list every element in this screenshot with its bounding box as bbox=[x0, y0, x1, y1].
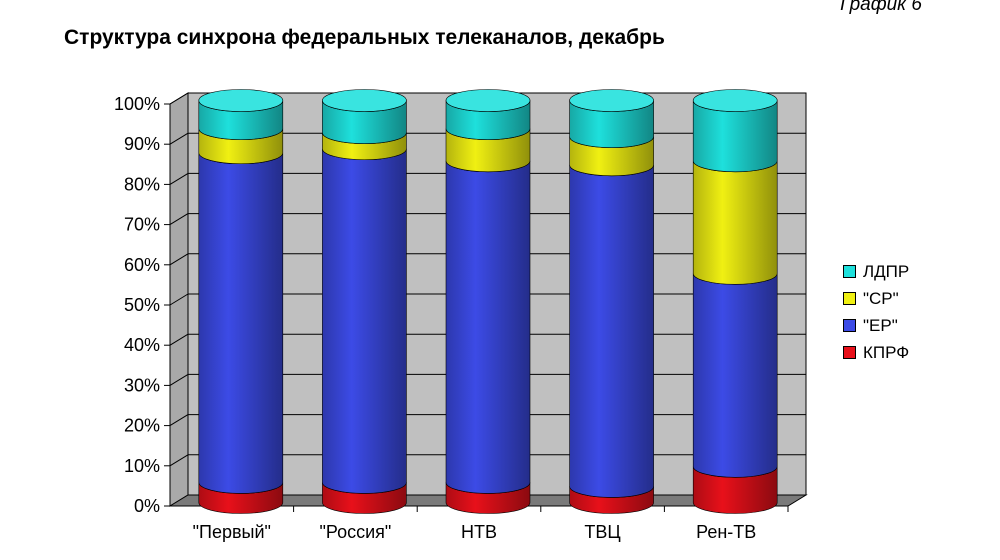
x-tick-label: ТВЦ bbox=[584, 522, 620, 542]
legend-label: ЛДПР bbox=[863, 261, 910, 281]
bar-top-cap bbox=[692, 89, 778, 112]
y-tick-label: 40% bbox=[124, 335, 160, 355]
x-axis-labels: "Первый" "Россия" НТВ ТВЦ Рен-ТВ bbox=[193, 506, 789, 542]
bar-top-cap bbox=[322, 89, 407, 112]
legend-swatch bbox=[843, 346, 856, 359]
bar-stack bbox=[569, 89, 654, 514]
gridline bbox=[169, 213, 189, 226]
y-tick-label: 10% bbox=[124, 456, 160, 476]
gridline bbox=[169, 293, 189, 306]
y-tick-label: 30% bbox=[124, 375, 160, 395]
gridline bbox=[169, 92, 189, 105]
y-tick-label: 20% bbox=[124, 416, 160, 436]
y-tick-label: 60% bbox=[124, 255, 160, 275]
bar-stack bbox=[445, 89, 531, 514]
x-tick-label: "Россия" bbox=[319, 522, 391, 542]
chart-legend: ЛДПР "СР" "ЕР" КПРФ bbox=[843, 258, 909, 366]
bar-top-cap bbox=[569, 89, 654, 112]
gridline bbox=[169, 414, 189, 427]
bar-top-cap bbox=[445, 89, 531, 112]
chart-title: Структура синхрона федеральных телеканал… bbox=[64, 26, 665, 49]
legend-item-kprf: КПРФ bbox=[843, 339, 909, 366]
figure-caption: График 6 bbox=[840, 0, 922, 15]
bar-stack bbox=[692, 89, 778, 514]
bar-segment-ер bbox=[569, 164, 654, 498]
legend-label: КПРФ bbox=[863, 342, 910, 362]
legend-label: "СР" bbox=[863, 288, 899, 308]
y-tick-label: 0% bbox=[134, 496, 160, 516]
gridline bbox=[169, 333, 189, 346]
x-tick-label: НТВ bbox=[461, 522, 497, 542]
y-tick-label: 90% bbox=[124, 134, 160, 154]
gridline bbox=[169, 132, 189, 145]
gridline bbox=[169, 373, 189, 386]
y-tick-label: 70% bbox=[124, 215, 160, 235]
gridline bbox=[169, 253, 189, 266]
bar-segment-ер bbox=[692, 273, 778, 478]
x-tick-label: Рен-ТВ bbox=[696, 522, 756, 542]
bar-segment-ер bbox=[445, 160, 531, 494]
bar-top-cap bbox=[198, 89, 284, 112]
legend-item-ldpr: ЛДПР bbox=[843, 258, 909, 285]
bar-segment-ср bbox=[692, 160, 778, 285]
legend-swatch bbox=[843, 319, 856, 332]
y-tick-label: 100% bbox=[114, 94, 160, 114]
gridline bbox=[169, 172, 189, 185]
bar-stack bbox=[322, 89, 407, 514]
legend-swatch bbox=[843, 265, 856, 278]
bar-stack bbox=[198, 89, 284, 514]
bar-segment-ер bbox=[322, 148, 407, 494]
legend-item-sr: "СР" bbox=[843, 285, 909, 312]
gridline bbox=[169, 454, 189, 467]
legend-label: "ЕР" bbox=[863, 315, 898, 335]
bar-segment-ер bbox=[198, 152, 284, 494]
legend-item-er: "ЕР" bbox=[843, 312, 909, 339]
y-tick-label: 80% bbox=[124, 174, 160, 194]
y-tick-label: 50% bbox=[124, 295, 160, 315]
y-axis: 0% 10% 20% 30% 40% 50% 60% 70% 80% 90% 100% bbox=[114, 94, 788, 516]
x-tick-label: "Первый" bbox=[193, 522, 271, 542]
chart-bars bbox=[198, 89, 778, 514]
legend-swatch bbox=[843, 292, 856, 305]
